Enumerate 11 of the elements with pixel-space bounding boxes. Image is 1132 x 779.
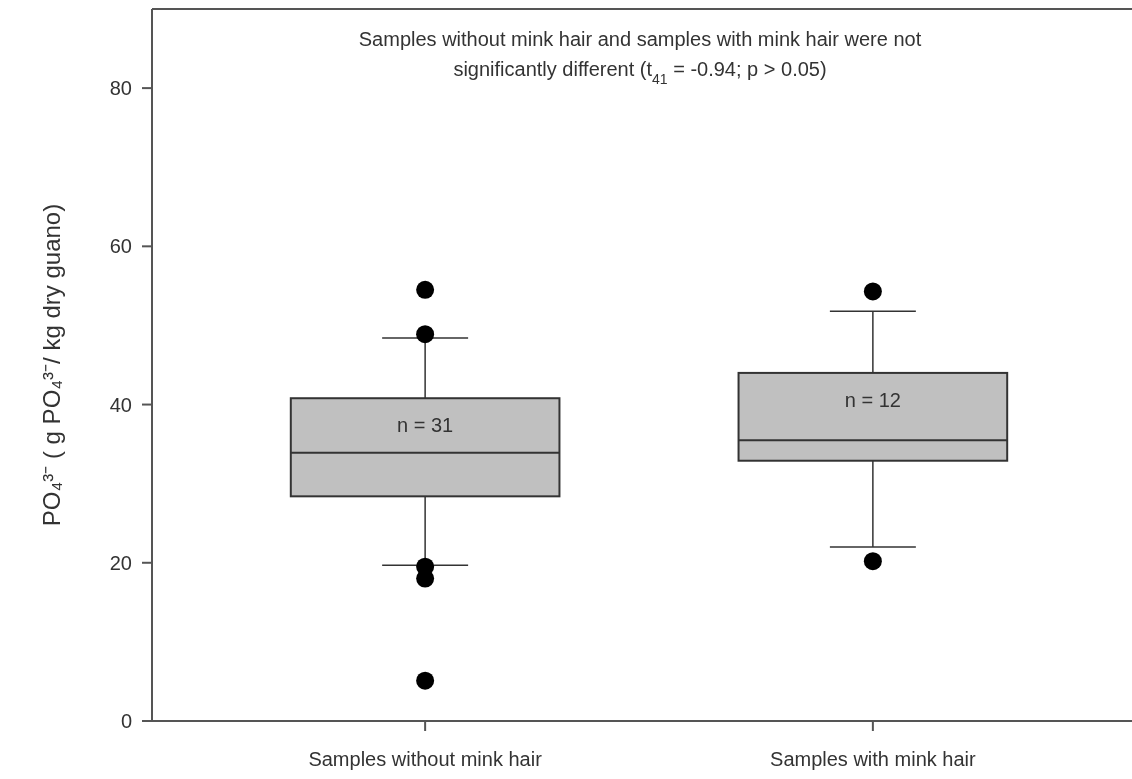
y-tick-label: 0	[120, 710, 132, 732]
y-tick-label: 40	[109, 393, 132, 416]
y-tick-label: 60	[109, 235, 132, 258]
annotation: n = 12	[844, 388, 901, 411]
annotation: n = 31	[397, 414, 454, 437]
text: Samples without mink hair and samples with mink hair were not significantly different (t$_{41}$ = -0.94; p > 0.05)	[358, 28, 922, 87]
y-axis-title: PO₄³⁻ ( g PO₄³⁻/ kg dry guano)	[38, 203, 65, 527]
y-tick-label: 80	[109, 77, 132, 100]
x-tick-label: Samples without mink hair	[308, 748, 543, 770]
y-tick-label: 20	[109, 551, 132, 574]
x-tick-label: Samples with mink hair	[770, 748, 977, 770]
